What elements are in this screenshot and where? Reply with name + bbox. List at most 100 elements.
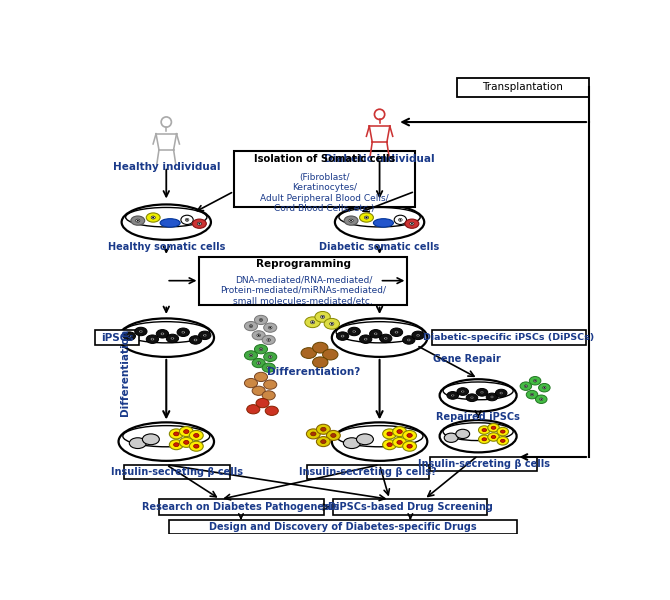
Ellipse shape <box>258 335 259 336</box>
Ellipse shape <box>252 331 265 340</box>
Ellipse shape <box>140 331 141 332</box>
Ellipse shape <box>403 441 417 451</box>
Bar <box>169 520 517 534</box>
Ellipse shape <box>480 391 484 394</box>
Ellipse shape <box>190 430 203 440</box>
Ellipse shape <box>260 319 262 320</box>
Ellipse shape <box>267 338 271 341</box>
Ellipse shape <box>192 219 206 229</box>
Text: Healthy individual: Healthy individual <box>113 162 220 172</box>
Bar <box>200 257 407 305</box>
Ellipse shape <box>488 433 499 441</box>
Ellipse shape <box>260 349 262 350</box>
Ellipse shape <box>122 205 211 240</box>
Ellipse shape <box>245 351 257 360</box>
Ellipse shape <box>174 432 179 436</box>
Ellipse shape <box>249 325 253 328</box>
Ellipse shape <box>387 432 392 436</box>
Ellipse shape <box>127 335 131 337</box>
Ellipse shape <box>526 391 538 399</box>
Ellipse shape <box>166 334 179 343</box>
Ellipse shape <box>520 382 531 391</box>
Ellipse shape <box>360 335 372 343</box>
Ellipse shape <box>344 216 358 225</box>
Ellipse shape <box>397 440 402 444</box>
Text: DiPSCs-based Drug Screening: DiPSCs-based Drug Screening <box>328 502 493 512</box>
Ellipse shape <box>482 438 486 441</box>
Ellipse shape <box>544 387 545 388</box>
Ellipse shape <box>257 334 261 337</box>
Ellipse shape <box>478 435 490 443</box>
Ellipse shape <box>370 329 382 338</box>
Ellipse shape <box>194 338 198 341</box>
Ellipse shape <box>539 383 550 392</box>
Ellipse shape <box>411 223 413 224</box>
Ellipse shape <box>332 422 427 461</box>
Text: Repaired iPSCs: Repaired iPSCs <box>436 412 520 422</box>
Ellipse shape <box>396 332 397 333</box>
Ellipse shape <box>416 334 420 337</box>
Ellipse shape <box>364 338 368 341</box>
Ellipse shape <box>306 429 320 439</box>
Bar <box>307 464 429 479</box>
Ellipse shape <box>316 437 330 446</box>
Text: Healthy somatic cells: Healthy somatic cells <box>108 242 225 252</box>
Ellipse shape <box>255 372 267 382</box>
Ellipse shape <box>364 216 368 219</box>
Ellipse shape <box>400 219 401 220</box>
Ellipse shape <box>395 331 399 334</box>
Text: Insulin-secreting β cells: Insulin-secreting β cells <box>417 459 549 469</box>
Ellipse shape <box>258 362 259 364</box>
Ellipse shape <box>184 430 189 434</box>
Ellipse shape <box>365 338 366 340</box>
Ellipse shape <box>366 217 367 218</box>
Text: (Fibroblast/
Keratinocytes/
Adult Peripheral Blood Cells/
Cord Blood Cells, etc.: (Fibroblast/ Keratinocytes/ Adult Periph… <box>260 173 389 213</box>
Ellipse shape <box>353 331 355 332</box>
Ellipse shape <box>529 377 541 385</box>
Ellipse shape <box>407 338 411 341</box>
Ellipse shape <box>171 337 174 340</box>
Ellipse shape <box>190 336 202 344</box>
Text: Differentiation: Differentiation <box>121 329 131 416</box>
Ellipse shape <box>174 443 179 446</box>
Text: Research on Diabetes Pathogenesis: Research on Diabetes Pathogenesis <box>143 502 340 512</box>
Ellipse shape <box>403 336 415 344</box>
Text: Insulin-secreting β cells: Insulin-secreting β cells <box>111 467 243 476</box>
Ellipse shape <box>315 311 330 322</box>
Text: Design and Discovery of Diabetes-specific Drugs: Design and Discovery of Diabetes-specifi… <box>209 522 476 532</box>
Ellipse shape <box>180 437 193 448</box>
Ellipse shape <box>500 392 503 394</box>
Ellipse shape <box>146 335 159 343</box>
Ellipse shape <box>269 327 271 328</box>
Ellipse shape <box>269 356 271 358</box>
Ellipse shape <box>181 215 193 224</box>
Ellipse shape <box>541 399 542 400</box>
Bar <box>432 330 586 344</box>
Text: Isolation of Somatic cells: Isolation of Somatic cells <box>254 154 395 164</box>
Ellipse shape <box>393 437 407 448</box>
Text: Reprogramming: Reprogramming <box>256 259 351 269</box>
Ellipse shape <box>322 316 324 317</box>
Ellipse shape <box>456 429 470 439</box>
Ellipse shape <box>245 379 257 388</box>
Ellipse shape <box>543 386 546 389</box>
Ellipse shape <box>177 328 190 337</box>
Ellipse shape <box>356 434 373 445</box>
Ellipse shape <box>267 366 271 369</box>
Ellipse shape <box>380 334 392 343</box>
Ellipse shape <box>156 329 169 338</box>
Ellipse shape <box>330 322 334 325</box>
Ellipse shape <box>190 441 203 451</box>
Ellipse shape <box>268 340 269 341</box>
Ellipse shape <box>262 363 275 372</box>
Ellipse shape <box>194 444 199 448</box>
Ellipse shape <box>497 427 509 436</box>
Text: Diabetic-specific iPSCs (DiPSCs): Diabetic-specific iPSCs (DiPSCs) <box>423 333 594 342</box>
Ellipse shape <box>251 355 252 356</box>
Bar <box>334 499 487 515</box>
Ellipse shape <box>119 422 214 461</box>
Ellipse shape <box>252 386 265 395</box>
Ellipse shape <box>332 319 427 357</box>
Text: Transplantation: Transplantation <box>482 82 563 92</box>
Ellipse shape <box>255 344 267 354</box>
